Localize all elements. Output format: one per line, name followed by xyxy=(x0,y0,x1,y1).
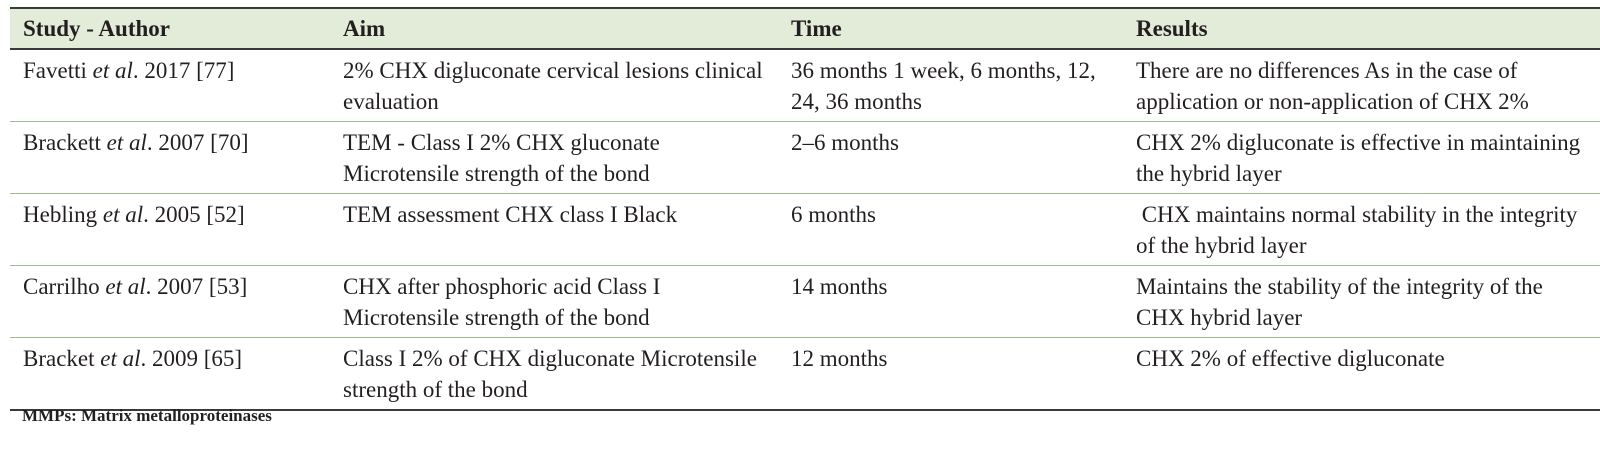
cell-aim: TEM - Class I 2% CHX gluconate Microtens… xyxy=(330,121,778,194)
cell-time: 2–6 months xyxy=(778,121,1123,194)
cell-results: There are no differences As in the case … xyxy=(1123,49,1600,122)
table-row: Carrilho et al. 2007 [53] CHX after phos… xyxy=(10,265,1600,338)
cell-results: CHX 2% digluconate is effective in maint… xyxy=(1123,121,1600,194)
studies-table: Study - Author Aim Time Results Favetti … xyxy=(10,9,1600,411)
table-footnote: MMPs: Matrix metalloproteinases xyxy=(22,406,272,425)
table-header-row: Study - Author Aim Time Results xyxy=(10,9,1600,50)
cell-results: CHX 2% of effective digluconate xyxy=(1123,337,1600,411)
cell-results: Maintains the stability of the integrity… xyxy=(1123,265,1600,338)
cell-time: 12 months xyxy=(778,337,1123,411)
cell-aim: Class I 2% of CHX digluconate Microtensi… xyxy=(330,337,778,411)
header-time: Time xyxy=(778,9,1123,50)
cell-study-author: Bracket et al. 2009 [65] xyxy=(10,337,330,411)
table-row: Bracket et al. 2009 [65] Class I 2% of C… xyxy=(10,337,1600,411)
cell-time: 6 months xyxy=(778,193,1123,266)
cell-time: 36 months 1 week, 6 months, 12, 24, 36 m… xyxy=(778,49,1123,122)
table-row: Hebling et al. 2005 [52] TEM assessment … xyxy=(10,193,1600,266)
header-study-author: Study - Author xyxy=(10,9,330,50)
cell-study-author: Favetti et al. 2017 [77] xyxy=(10,49,330,122)
cell-study-author: Brackett et al. 2007 [70] xyxy=(10,121,330,194)
cell-aim: 2% CHX digluconate cervical lesions clin… xyxy=(330,49,778,122)
table-top-rule xyxy=(10,7,1600,9)
table-row: Brackett et al. 2007 [70] TEM - Class I … xyxy=(10,121,1600,194)
table-row: Favetti et al. 2017 [77] 2% CHX diglucon… xyxy=(10,49,1600,122)
cell-results: CHX maintains normal stability in the in… xyxy=(1123,193,1600,266)
studies-table-container: Study - Author Aim Time Results Favetti … xyxy=(10,9,1600,411)
cell-study-author: Carrilho et al. 2007 [53] xyxy=(10,265,330,338)
cell-time: 14 months xyxy=(778,265,1123,338)
cell-aim: CHX after phosphoric acid Class I Microt… xyxy=(330,265,778,338)
cell-aim: TEM assessment CHX class I Black xyxy=(330,193,778,266)
header-results: Results xyxy=(1123,9,1600,50)
cell-study-author: Hebling et al. 2005 [52] xyxy=(10,193,330,266)
header-aim: Aim xyxy=(330,9,778,50)
